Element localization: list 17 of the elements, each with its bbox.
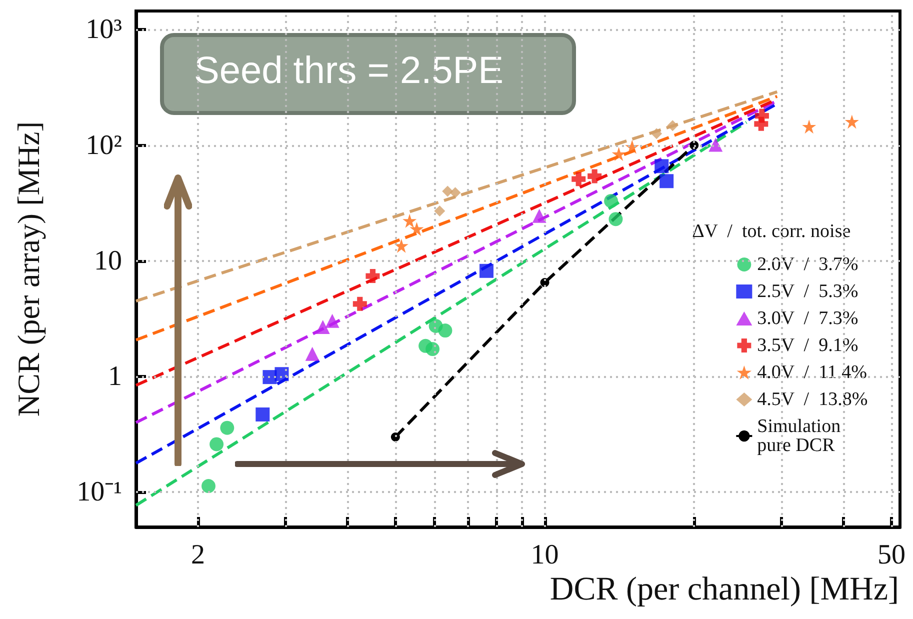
x-tick-label: 50 (878, 540, 906, 570)
x-tick-label: 10 (530, 540, 559, 570)
legend-label: 3.5V / 9.1% (757, 335, 858, 356)
legend-label: Simulation pure DCR (757, 416, 842, 456)
y-axis-title: NCR (per array) [MHz] (11, 121, 46, 417)
x-tick-label: 2 (190, 540, 205, 570)
y-tick-label: 10 (94, 245, 122, 276)
x-axis-title: DCR (per channel) [MHz] (550, 572, 900, 608)
y-tick-label: 10² (86, 130, 122, 161)
legend-label: 3.0V / 7.3% (757, 308, 858, 329)
annotation: Seed thrs = 2.5PE (194, 50, 504, 92)
y-tick-label: 1 (108, 361, 122, 392)
legend-title: ΔV / tot. corr. noise (692, 221, 851, 242)
legend-label: 2.5V / 5.3% (757, 281, 858, 302)
y-tick-label: 10⁻¹ (76, 476, 122, 508)
y-tick-label: 10³ (86, 14, 122, 46)
legend-label: 4.5V / 13.8% (757, 389, 868, 410)
